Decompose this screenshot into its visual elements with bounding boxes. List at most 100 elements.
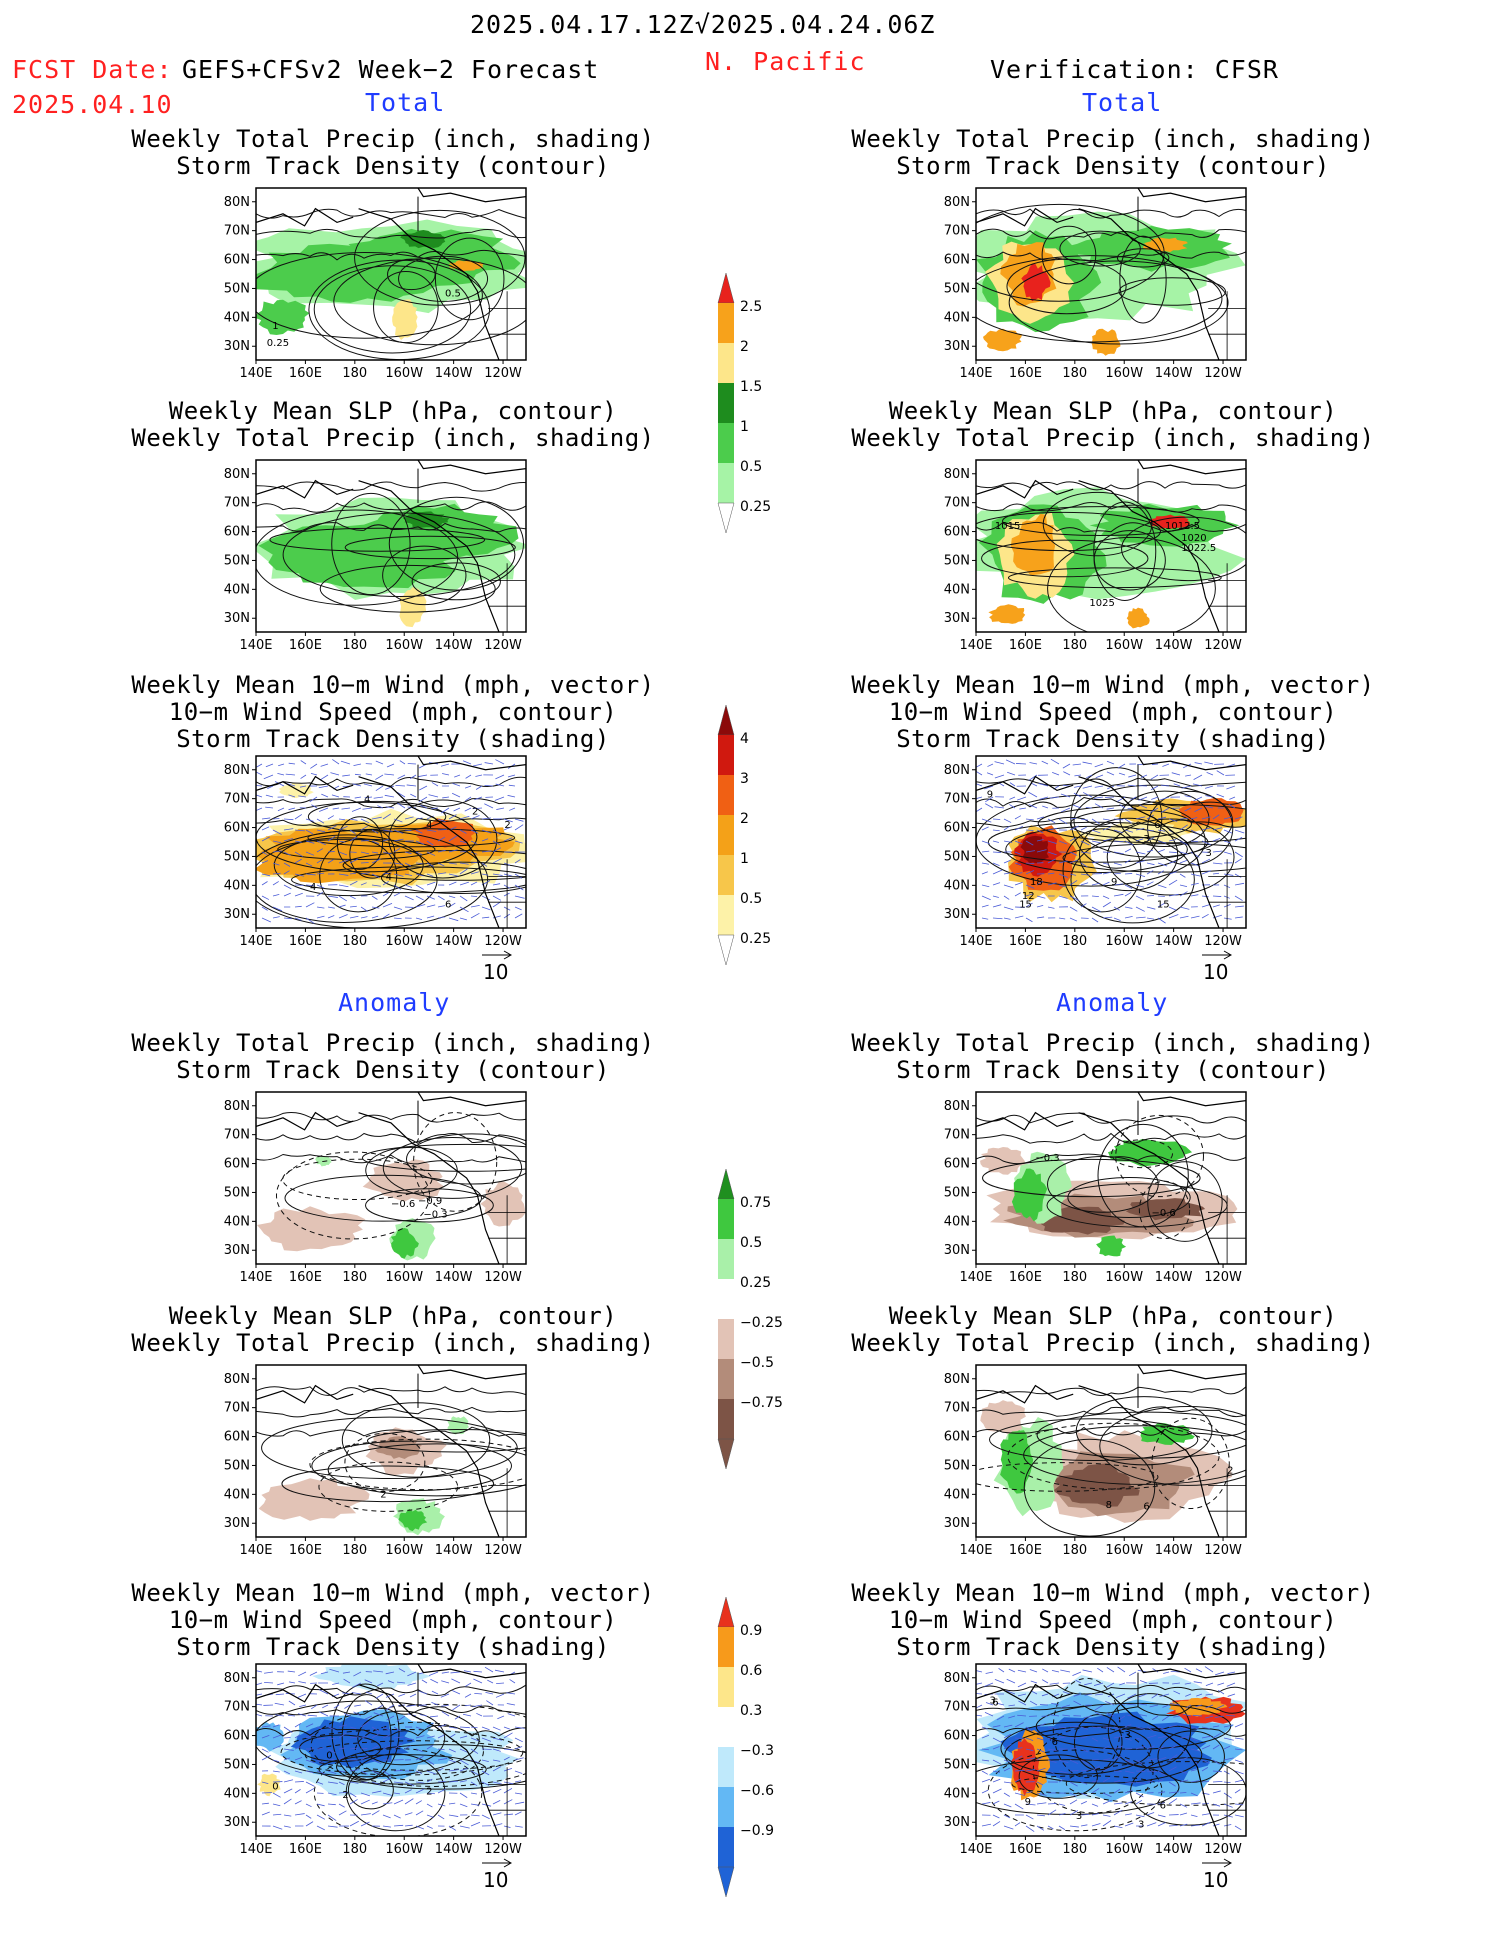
lon-tick-label: 140W bbox=[435, 1270, 473, 1285]
colorbar-segment bbox=[718, 1199, 734, 1239]
lon-tick-label: 120W bbox=[484, 1270, 522, 1285]
lat-tick-label: 50N bbox=[224, 281, 250, 296]
wind-vector bbox=[273, 818, 279, 819]
panel-title-line: Weekly Total Precip (inch, shading) bbox=[818, 126, 1408, 153]
lon-tick-label: 140E bbox=[959, 1842, 992, 1857]
panel-title-line: Storm Track Density (shading) bbox=[818, 1634, 1408, 1661]
lon-tick-label: 120W bbox=[1204, 638, 1242, 653]
lon-tick-label: 180 bbox=[1062, 366, 1087, 381]
lat-tick-label: 70N bbox=[944, 792, 970, 807]
colorbar-segment bbox=[718, 775, 734, 815]
colorbar-label: 4 bbox=[740, 731, 749, 747]
contour-label: 4 bbox=[426, 820, 432, 831]
lon-tick-label: 160E bbox=[289, 366, 322, 381]
lat-tick-label: 80N bbox=[224, 1372, 250, 1387]
lat-tick-label: 40N bbox=[944, 1786, 970, 1801]
colorbar-label: 0.25 bbox=[740, 931, 771, 947]
panel-title-line: 10−m Wind Speed (mph, contour) bbox=[818, 1607, 1408, 1634]
lat-tick-label: 80N bbox=[224, 763, 250, 778]
contour-label: −0.3 bbox=[1035, 1153, 1059, 1164]
lat-tick-label: 50N bbox=[944, 849, 970, 864]
lon-tick-label: 180 bbox=[342, 934, 367, 949]
contour-label: 4 bbox=[386, 872, 392, 883]
lon-tick-label: 140W bbox=[435, 1842, 473, 1857]
lon-tick-label: 140W bbox=[1155, 1543, 1193, 1558]
wind-vector bbox=[1213, 896, 1221, 897]
lat-tick-label: 80N bbox=[944, 1372, 970, 1387]
reference-arrow-icon bbox=[480, 950, 514, 960]
colorbar-label: 0.25 bbox=[740, 1275, 771, 1291]
lat-tick-label: 60N bbox=[944, 1729, 970, 1744]
colorbar-segment bbox=[718, 423, 734, 463]
lat-tick-label: 70N bbox=[944, 224, 970, 239]
vector-reference: 10 bbox=[480, 1858, 514, 1892]
panel-title-line: Storm Track Density (shading) bbox=[98, 726, 688, 753]
lat-tick-label: 80N bbox=[224, 195, 250, 210]
lat-tick-label: 50N bbox=[944, 553, 970, 568]
contour-label: 6 bbox=[445, 899, 451, 910]
lat-tick-label: 30N bbox=[224, 339, 250, 354]
lon-tick-label: 180 bbox=[1062, 934, 1087, 949]
panel-title-line: Storm Track Density (shading) bbox=[818, 726, 1408, 753]
colorbar-label: 0.3 bbox=[740, 1703, 762, 1719]
panel-title-line: Storm Track Density (contour) bbox=[818, 153, 1408, 180]
colorbar-segment bbox=[718, 815, 734, 855]
colorbar-segment bbox=[718, 855, 734, 895]
lon-tick-label: 140W bbox=[435, 934, 473, 949]
shading-area bbox=[983, 329, 1022, 351]
colorbar-segment bbox=[718, 303, 734, 343]
lon-tick-label: 140W bbox=[1155, 1842, 1193, 1857]
lat-tick-label: 60N bbox=[224, 1157, 250, 1172]
lat-tick-label: 50N bbox=[944, 1757, 970, 1772]
contour-label: 0 bbox=[326, 1751, 332, 1762]
colorbar-label: 2 bbox=[740, 811, 749, 827]
panel-title-line: Weekly Mean 10−m Wind (mph, vector) bbox=[98, 672, 688, 699]
lat-tick-label: 70N bbox=[944, 1128, 970, 1143]
lon-tick-label: 160W bbox=[1105, 1543, 1143, 1558]
lon-tick-label: 120W bbox=[484, 934, 522, 949]
lat-tick-label: 50N bbox=[224, 849, 250, 864]
wind-vector bbox=[1180, 1792, 1186, 1793]
lat-tick-label: 60N bbox=[224, 821, 250, 836]
lon-tick-label: 160E bbox=[1009, 638, 1042, 653]
lat-tick-label: 70N bbox=[224, 792, 250, 807]
colorbar-segment bbox=[718, 1827, 734, 1867]
colorbar-label: 3 bbox=[740, 771, 749, 787]
period-title: 2025.04.17.12Z√2025.04.24.06Z bbox=[470, 10, 936, 39]
section-total-right: Total bbox=[1082, 88, 1162, 117]
lon-tick-label: 160E bbox=[289, 638, 322, 653]
wind-vector bbox=[361, 862, 369, 863]
vector-reference-value: 10 bbox=[1203, 1868, 1234, 1892]
lat-tick-label: 40N bbox=[224, 1487, 250, 1502]
contour-label: 3 bbox=[1138, 1819, 1144, 1830]
panel-title-line: 10−m Wind Speed (mph, contour) bbox=[98, 1607, 688, 1634]
contour-label: 3 bbox=[990, 1696, 996, 1707]
panel-title: Weekly Total Precip (inch, shading)Storm… bbox=[818, 1030, 1408, 1084]
lon-tick-label: 140E bbox=[239, 1543, 272, 1558]
lon-tick-label: 120W bbox=[1204, 1842, 1242, 1857]
lat-tick-label: 50N bbox=[224, 553, 250, 568]
contour-label: 3 bbox=[1076, 1811, 1082, 1822]
colorbar-segment bbox=[718, 1787, 734, 1827]
lon-tick-label: 120W bbox=[1204, 1543, 1242, 1558]
colorbar-bottom-triangle bbox=[718, 503, 734, 533]
colorbar-label: 1 bbox=[740, 419, 749, 435]
contour-label: 0.5 bbox=[445, 288, 461, 299]
lat-tick-label: 60N bbox=[944, 1430, 970, 1445]
fcst-model: GEFS+CFSv2 Week−2 Forecast bbox=[182, 55, 599, 84]
lon-tick-label: 180 bbox=[342, 1842, 367, 1857]
contour-label: 4 bbox=[310, 882, 316, 893]
contour-label: −0.3 bbox=[423, 1210, 447, 1221]
colorbar-bottom-triangle bbox=[718, 935, 734, 965]
panel-title: Weekly Mean SLP (hPa, contour)Weekly Tot… bbox=[98, 1303, 688, 1357]
